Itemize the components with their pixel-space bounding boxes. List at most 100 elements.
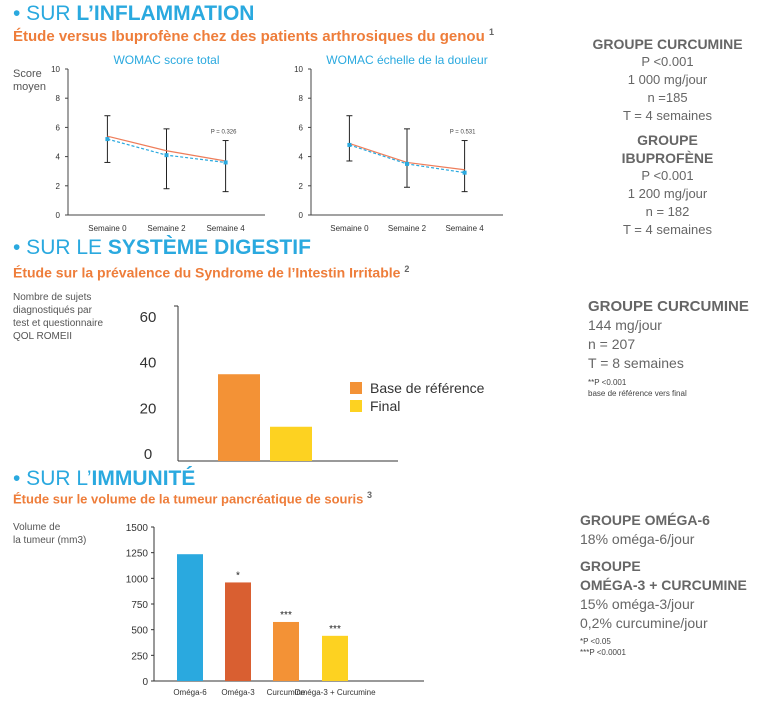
data-point [164,153,169,158]
bar [218,374,260,461]
y-tick-label: 4 [56,153,61,162]
y-tick-label: 8 [56,94,61,103]
group-title: GROUPE OMÉGA-6 [580,512,710,528]
p-value-annotation: P = 0.531 [450,130,476,136]
y-tick-label: 4 [299,153,304,162]
y-tick-label: 0 [144,446,152,463]
womac-y-label: Score moyen [13,68,47,93]
y-tick-label: 60 [140,309,157,326]
x-tick-label: Semaine 4 [445,224,484,233]
legend-label: Base de référence [370,380,485,396]
study-text: Étude versus Ibuprofène chez des patient… [13,28,485,45]
group-title: OMÉGA-3 + CURCUMINE [580,577,747,593]
y-tick-label: 2 [56,182,61,191]
y-tick-label: 6 [299,123,304,132]
section-title-inflammation: • SUR L’INFLAMMATION [13,2,254,26]
ibs-bar-chart: 0 20 40 60 Base de référence Final [140,305,485,463]
study-title-digestif: Étude sur la prévalence du Syndrome de l… [13,264,409,281]
group-title: GROUPE CURCUMINE [588,298,749,315]
y-tick-label: 1500 [126,523,149,534]
chart-title: WOMAC échelle de la douleur [326,53,487,67]
data-point [347,142,352,147]
y-tick-label: 500 [131,626,148,637]
section-strong: L’INFLAMMATION [76,2,255,25]
bar [273,621,299,681]
group-line: n = 182 [645,204,690,219]
y-tick-label: 6 [56,123,61,132]
y-tick-label: 750 [131,600,148,611]
section-strong: IMMUNITÉ [91,467,196,490]
significance-label: *** [280,610,292,621]
y-tick-label: 1000 [126,574,149,585]
study-ref: 3 [367,490,373,500]
group-line: 144 mg/jour [588,317,662,333]
legend-label: Final [370,398,400,414]
group-line: T = 4 semaines [622,108,712,123]
chart-title: WOMAC score total [113,53,219,67]
note: *P <0.05 [580,637,611,646]
bar [270,426,312,461]
tumor-bar-chart: 0 250 500 750 1000 1250 1500 Oméga-6 * Oméga-3 ***… [126,523,424,697]
significance-label: *** [329,624,341,635]
group-ibuprofene: GROUPE IBUPROFÈNE P <0.001 1 200 mg/jour… [590,131,745,239]
x-tick-label: Semaine 0 [88,224,127,233]
x-tick-label: Curcumine [267,688,306,697]
group-curcumine: GROUPE CURCUMINE P <0.001 1 000 mg/jour … [590,35,745,125]
x-tick-label: Semaine 2 [388,224,427,233]
x-tick-label: Semaine 2 [147,224,186,233]
section-title-digestif: • SUR LE SYSTÈME DIGESTIF [13,236,311,260]
y-tick-label: 20 [140,400,157,417]
x-tick-label: Oméga-3 [221,688,255,697]
x-tick-label: Oméga-6 [173,688,207,697]
y-tick-label: 1250 [126,549,149,560]
study-title-inflammation: Étude versus Ibuprofène chez des patient… [13,27,494,45]
y-tick-label: 2 [299,182,304,191]
group-title: GROUPE [580,558,641,574]
bar [225,582,251,681]
groups-inflammation: GROUPE CURCUMINE P <0.001 1 000 mg/jour … [590,35,745,239]
data-point [105,137,110,142]
groups-immunite: GROUPE OMÉGA-6 18% oméga-6/jour GROUPE O… [580,511,775,658]
y-tick-label: 40 [140,355,157,372]
x-tick-label: Oméga-3 + Curcumine [294,688,376,697]
note: ***P <0.0001 [580,648,626,657]
p-value-annotation: P = 0.326 [211,130,237,136]
legend-swatch [350,400,362,412]
significance-label: * [236,570,240,581]
y-tick-label: 0 [56,211,61,220]
group-line: n = 207 [588,336,636,352]
group-line: 18% oméga-6/jour [580,531,695,547]
bar [322,635,348,681]
y-tick-label: 0 [142,677,148,688]
note: base de référence vers final [588,389,687,398]
data-point [405,161,409,166]
x-tick-label: Semaine 4 [206,224,245,233]
group-digestif: GROUPE CURCUMINE 144 mg/jour n = 207 T =… [588,297,768,399]
section-prefix: • SUR [13,2,77,25]
group-line: T = 4 semaines [622,222,712,237]
group-line: T = 8 semaines [588,355,684,371]
section-strong: SYSTÈME DIGESTIF [107,236,311,259]
y-tick-label: 10 [51,65,60,74]
group-line: 15% oméga-3/jour [580,596,695,612]
section-prefix: • SUR L’ [13,467,92,490]
y-tick-label: 0 [299,211,304,220]
study-text: Étude sur la prévalence du Syndrome de l… [13,264,401,281]
study-ref: 2 [404,264,410,274]
bar [177,554,203,681]
digestif-y-label: Nombre de sujets diagnostiqués par test … [13,292,104,342]
group-line: n =185 [647,90,688,105]
group-line: P <0.001 [641,168,694,183]
group-title: GROUPE IBUPROFÈNE [621,132,714,166]
note: **P <0.001 [588,378,627,387]
group-line: 1 200 mg/jour [627,186,708,201]
section-title-immunite: • SUR L’IMMUNITÉ [13,467,195,491]
study-ref: 1 [488,27,494,37]
y-tick-label: 10 [294,65,303,74]
data-point [462,170,467,175]
legend-swatch [350,382,362,394]
womac-pain-chart: WOMAC échelle de la douleur 0 2 4 6 8 10 Semain… [294,53,503,233]
study-text: Étude sur le volume de la tumeur pancréa… [13,491,364,507]
group-line: 1 000 mg/jour [627,72,708,87]
y-tick-label: 8 [299,94,304,103]
